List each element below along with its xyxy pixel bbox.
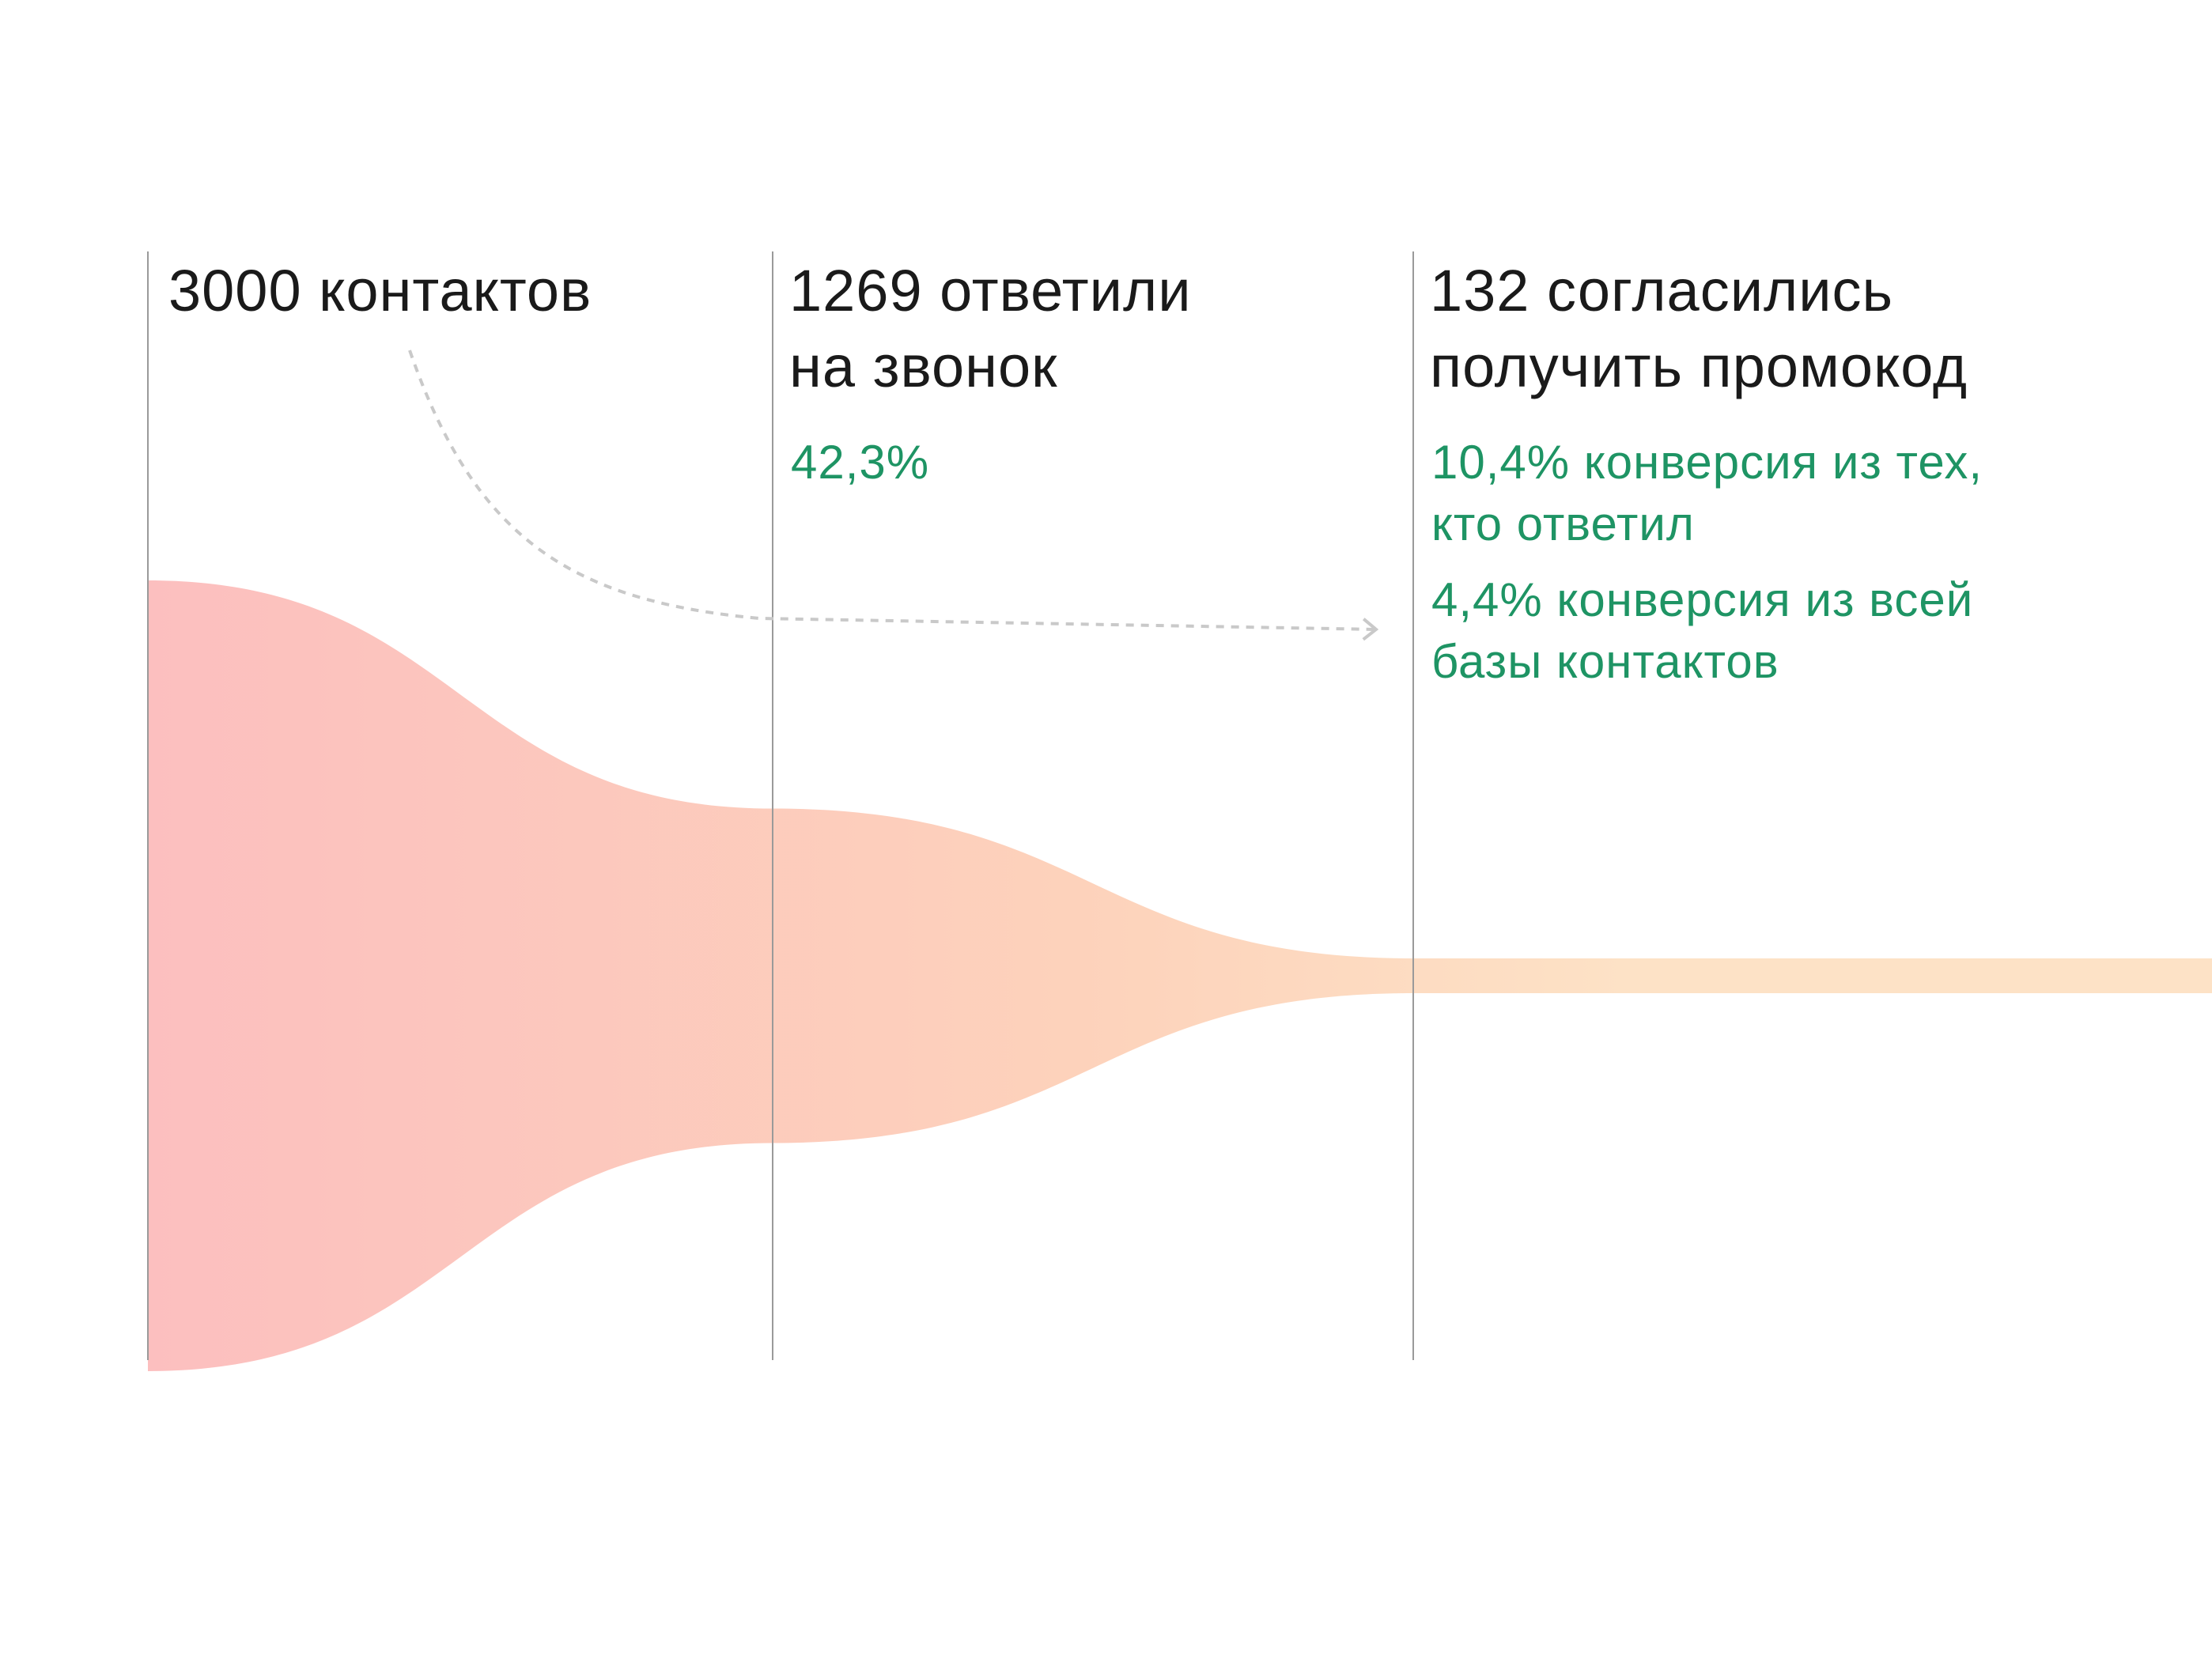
conversion-dashed-arrow bbox=[408, 350, 1379, 641]
stage-2-label: 1269 ответили на звонок bbox=[789, 258, 1192, 399]
stage-1-label: 3000 контактов bbox=[168, 258, 592, 323]
stage-2-conversion-note: 42,3% bbox=[791, 436, 930, 489]
funnel-band bbox=[148, 580, 2212, 1371]
stage-3-label: 132 согласились получить промокод bbox=[1430, 258, 1968, 399]
stage-3-conversion-from-all-note: 4,4% конверсия из всей базы контактов bbox=[1431, 573, 1974, 688]
stage-3-conversion-from-answered-note: 10,4% конверсия из тех, кто ответил bbox=[1431, 436, 1983, 550]
